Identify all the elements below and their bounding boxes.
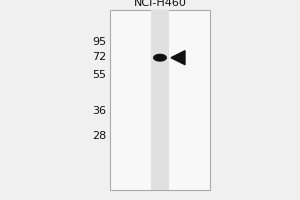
Text: NCI-H460: NCI-H460: [134, 0, 186, 8]
Bar: [151, 10, 169, 190]
Polygon shape: [171, 51, 185, 65]
Text: 55: 55: [92, 70, 106, 80]
Ellipse shape: [153, 54, 167, 62]
Text: 28: 28: [92, 131, 106, 141]
Text: 36: 36: [92, 106, 106, 116]
Text: 72: 72: [92, 52, 106, 62]
Bar: [110, 10, 210, 190]
Text: 95: 95: [92, 37, 106, 47]
